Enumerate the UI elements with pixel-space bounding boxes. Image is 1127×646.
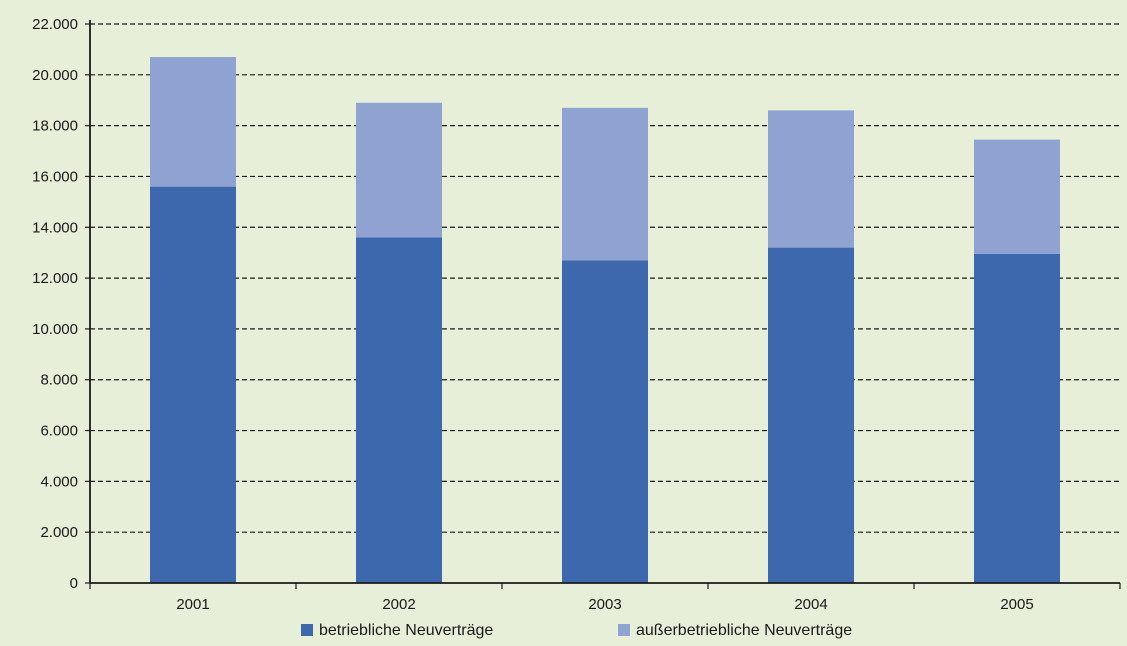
bar-2001-series-1 — [150, 57, 236, 187]
bar-2002-series-1 — [356, 102, 442, 238]
bars — [150, 57, 1060, 584]
x-axis-ticks: 2001 2002 2003 2004 2005 — [89, 583, 1121, 613]
y-tick-label: 12.000 — [32, 270, 78, 287]
y-tick-label: 18.000 — [32, 118, 78, 135]
y-tick-label: 4.000 — [40, 473, 78, 490]
y-tick-label: 10.000 — [32, 321, 78, 338]
y-tick-label: 0 — [70, 575, 78, 592]
y-tick-label: 14.000 — [32, 219, 78, 236]
legend-swatch-0 — [301, 624, 313, 636]
y-tick-label: 6.000 — [40, 423, 78, 440]
legend-swatch-1 — [618, 624, 630, 636]
x-tick-label: 2005 — [1000, 596, 1033, 613]
legend: betriebliche Neuverträge außerbetrieblich… — [301, 622, 852, 639]
y-axis-ticks: 0 2.000 4.000 6.000 8.000 10.000 12.000 14.000 1… — [32, 16, 90, 592]
bar-2003-series-0 — [562, 260, 648, 583]
y-tick-label: 8.000 — [40, 372, 78, 389]
bar-2003-series-1 — [562, 107, 648, 261]
legend-label-0: betriebliche Neuverträge — [319, 622, 493, 639]
y-tick-label: 20.000 — [32, 67, 78, 84]
y-tick-label: 16.000 — [32, 168, 78, 185]
x-tick-label: 2001 — [176, 596, 209, 613]
x-tick-label: 2002 — [382, 596, 415, 613]
y-tick-label: 22.000 — [32, 16, 78, 33]
bar-2004-series-0 — [768, 247, 854, 583]
bar-2004-series-1 — [768, 110, 854, 248]
axes — [89, 20, 1120, 584]
x-tick-label: 2004 — [794, 596, 827, 613]
legend-label-1: außerbetriebliche Neuverträge — [636, 622, 852, 639]
y-tick-label: 2.000 — [40, 524, 78, 541]
bar-2005-series-0 — [974, 253, 1060, 583]
bar-2002-series-0 — [356, 237, 442, 583]
bar-2001-series-0 — [150, 186, 236, 584]
bar-2005-series-1 — [974, 139, 1060, 254]
x-tick-label: 2003 — [588, 596, 621, 613]
